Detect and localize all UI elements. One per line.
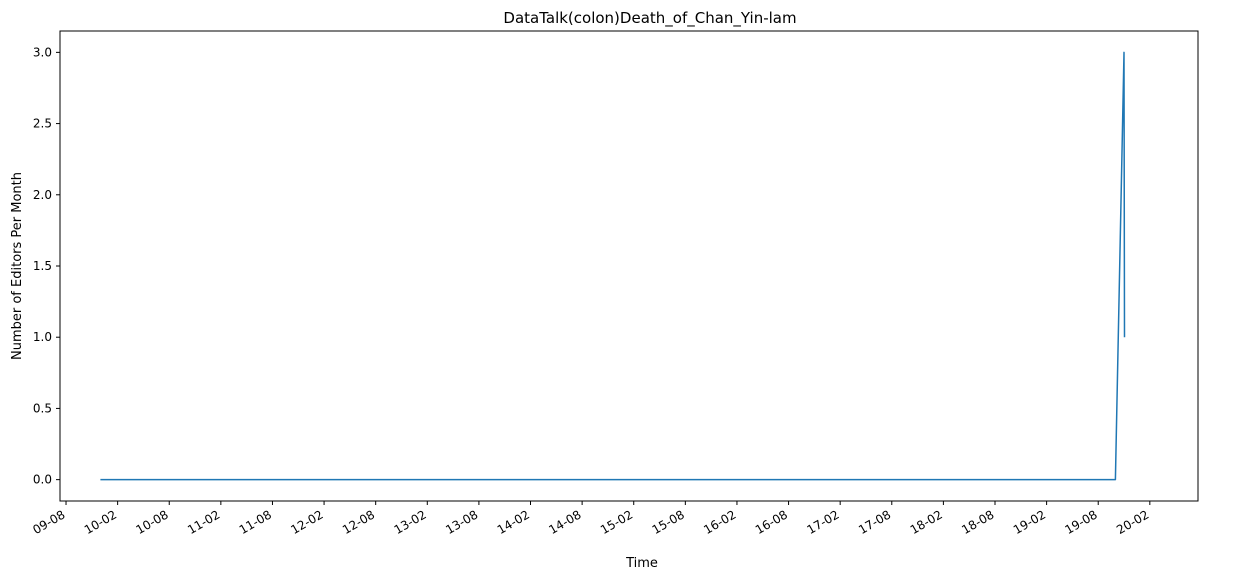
- x-tick-label: 18-08: [959, 507, 996, 537]
- x-tick-label: 12-02: [288, 507, 325, 537]
- x-tick-label: 16-08: [753, 507, 790, 537]
- x-tick-label: 14-02: [495, 507, 532, 537]
- y-tick-label: 3.0: [33, 45, 52, 59]
- y-axis-title: Number of Editors Per Month: [10, 172, 25, 360]
- x-tick-label: 17-02: [804, 507, 841, 537]
- x-tick-label: 13-02: [392, 507, 429, 537]
- x-tick-label: 17-08: [856, 507, 893, 537]
- x-tick-label: 12-08: [340, 507, 377, 537]
- x-axis-title: Time: [625, 556, 658, 571]
- x-tick-label: 19-08: [1063, 507, 1100, 537]
- x-tick-label: 11-08: [237, 507, 274, 537]
- x-tick-label: 19-02: [1011, 507, 1048, 537]
- x-tick-label: 15-02: [598, 507, 635, 537]
- y-tick-label: 0.5: [33, 401, 52, 415]
- x-tick-label: 10-08: [134, 507, 171, 537]
- series-line: [100, 51, 1126, 481]
- x-tick-label: 20-02: [1114, 507, 1151, 537]
- x-tick-label: 18-02: [908, 507, 945, 537]
- y-tick-label: 1.5: [33, 259, 52, 273]
- y-axis: 0.0 0.5 1.0 1.5 2.0 2.5 3.0: [33, 45, 60, 487]
- x-tick-label: 11-02: [185, 507, 222, 537]
- x-axis: 09-08 10-02 10-08 11-02 11-08 12-02 12-08 13-02…: [30, 501, 1151, 537]
- x-tick-label: 16-02: [701, 507, 738, 537]
- series-layer: [100, 51, 1126, 481]
- x-tick-label: 10-02: [82, 507, 119, 537]
- x-tick-label: 15-08: [650, 507, 687, 537]
- x-tick-label: 14-08: [546, 507, 583, 537]
- x-tick-label: 13-08: [443, 507, 480, 537]
- y-tick-label: 1.0: [33, 330, 52, 344]
- y-tick-label: 0.0: [33, 473, 52, 487]
- x-tick-label: 09-08: [30, 507, 67, 537]
- y-tick-label: 2.5: [33, 117, 52, 131]
- y-tick-label: 2.0: [33, 188, 52, 202]
- chart-title: DataTalk(colon)Death_of_Chan_Yin-lam: [503, 9, 796, 28]
- plot-area: [59, 30, 1199, 502]
